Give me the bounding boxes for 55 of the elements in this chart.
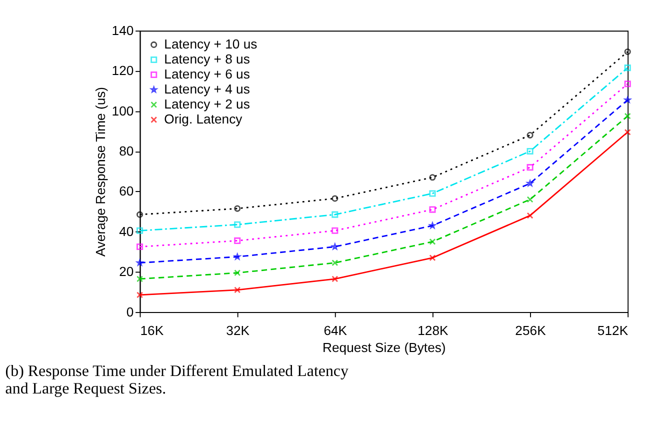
y-tick-label: 40 <box>119 224 134 239</box>
x-tick-label: 64K <box>324 323 348 338</box>
point <box>234 286 241 294</box>
point <box>624 48 631 56</box>
x-tick-label: 256K <box>515 323 546 338</box>
point <box>136 211 144 218</box>
point <box>136 292 144 298</box>
point <box>234 205 241 212</box>
point <box>332 260 338 266</box>
point <box>624 64 631 72</box>
point <box>429 238 436 245</box>
point <box>234 270 241 276</box>
x-tick-label: 128K <box>418 323 449 338</box>
point <box>136 243 144 250</box>
point <box>429 222 436 228</box>
point <box>332 243 338 250</box>
point <box>624 112 631 120</box>
legend-label: Latency + 4 us <box>164 81 250 96</box>
legend-label: Latency + 6 us <box>164 66 250 82</box>
point <box>136 227 144 234</box>
point <box>136 276 144 282</box>
point <box>234 237 241 244</box>
point <box>526 196 534 203</box>
point <box>429 206 436 213</box>
legend-label: Latency + 10 us <box>164 36 258 52</box>
x-tick-label: 32K <box>226 323 250 338</box>
x-tick-label: 16K <box>140 323 164 338</box>
y-tick-label: 0 <box>126 304 134 320</box>
legend-label: Orig. Latency <box>164 112 243 127</box>
point <box>526 212 534 219</box>
point <box>429 254 436 262</box>
x-axis-title: Request Size (Bytes) <box>322 340 446 355</box>
point <box>332 276 338 282</box>
point <box>526 148 534 155</box>
point <box>234 221 241 228</box>
point <box>429 190 436 197</box>
y-tick-label: 60 <box>119 184 134 199</box>
legend-label: Latency + 8 us <box>164 51 250 66</box>
point <box>624 80 631 88</box>
y-axis-title: Average Response Time (us) <box>93 86 108 257</box>
legend-label: Latency + 2 us <box>164 96 250 112</box>
y-tick-label: 120 <box>112 63 134 78</box>
point <box>624 128 631 136</box>
point <box>526 164 534 171</box>
point <box>332 195 338 202</box>
point <box>429 174 436 181</box>
point <box>526 132 534 138</box>
y-tick-label: 80 <box>119 143 134 158</box>
y-tick-label: 20 <box>119 264 134 280</box>
x-tick-label: 512K <box>597 323 628 338</box>
text: (b) Response Time under Different Emulated Latency and Large Request Sizes. <box>5 362 348 398</box>
point <box>332 227 338 234</box>
y-tick-label: 100 <box>112 103 134 118</box>
y-tick-label: 140 <box>112 22 134 38</box>
point <box>332 211 338 218</box>
